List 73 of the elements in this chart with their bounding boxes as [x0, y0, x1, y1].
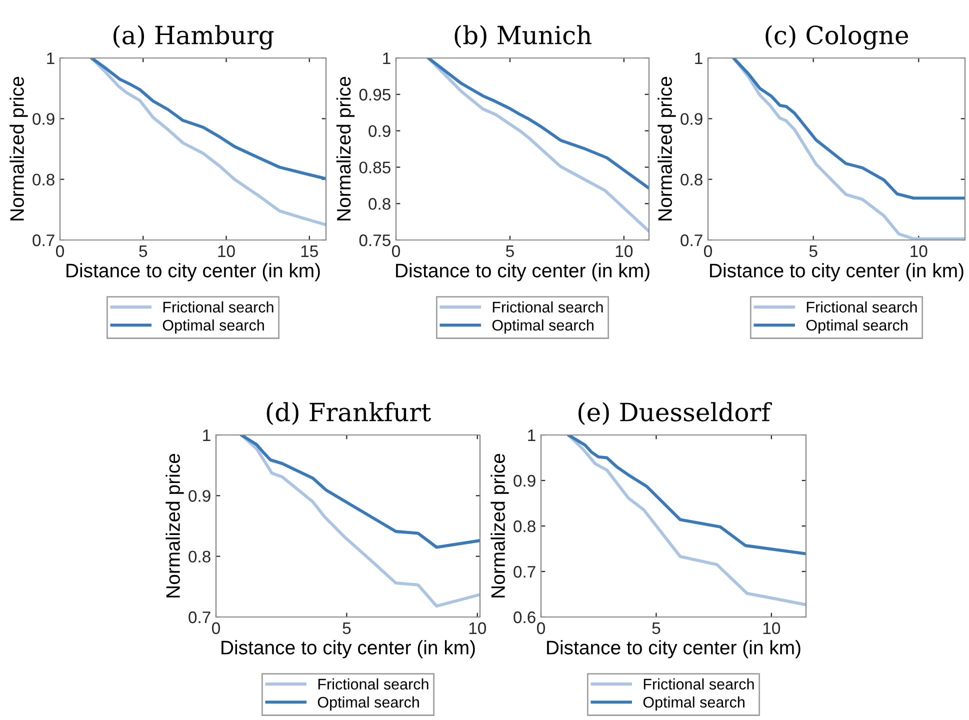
y-tick-label: 0.85 — [359, 162, 390, 174]
line-series — [240, 435, 480, 608]
y-tick-label: 1 — [528, 430, 536, 442]
y-tick-label: 0.8 — [368, 198, 390, 210]
y-tick-label: 0.8 — [32, 174, 54, 186]
y-tick-label: 0.7 — [514, 566, 536, 578]
legend-label: Optimal search — [492, 319, 594, 334]
y-tick-label: 0.7 — [32, 234, 54, 246]
y-axis-title: Normalized price — [10, 76, 28, 220]
y-tick-label: 0.9 — [368, 125, 390, 138]
legend-label: Frictional search — [318, 678, 428, 690]
x-axis-title: Distance to city center (in km) — [222, 640, 475, 658]
chart-title: (a) Hamburg — [114, 25, 274, 50]
line-series — [566, 435, 806, 556]
chart-title: (d) Frankfurt — [266, 402, 431, 426]
line-series — [90, 58, 326, 226]
y-tick-label: 1 — [47, 52, 54, 64]
y-tick-label: 0.6 — [514, 611, 536, 624]
y-axis-title: Normalized price — [166, 454, 184, 598]
y-tick-label: 0.9 — [514, 474, 536, 487]
line-series — [426, 58, 649, 190]
x-tick-label: 0 — [537, 622, 545, 634]
x-tick-label: 5 — [809, 245, 818, 258]
x-tick-label: 15 — [301, 245, 318, 258]
y-tick-label: 0.9 — [188, 490, 210, 502]
line-series — [240, 435, 480, 549]
legend-label: Frictional search — [163, 301, 274, 313]
x-tick-label: 5 — [506, 245, 514, 258]
y-axis-title: Normalized price — [490, 454, 509, 598]
x-axis-title: Distance to city center (in km) — [66, 263, 320, 282]
line-series — [90, 58, 326, 180]
x-tick-label: 10 — [218, 245, 235, 258]
legend-label: Optimal search — [643, 696, 744, 711]
legend-label: Frictional search — [644, 678, 754, 690]
y-tick-label: 0.7 — [188, 611, 210, 624]
legend-label: Optimal search — [162, 319, 264, 334]
y-tick-label: 0.9 — [32, 113, 54, 125]
y-tick-label: 0.8 — [188, 550, 210, 563]
x-tick-label: 0 — [212, 622, 220, 634]
x-axis-title: Distance to city center (in km) — [547, 640, 800, 658]
x-tick-label: 5 — [139, 245, 148, 258]
chart-title: (c) Cologne — [766, 25, 908, 50]
legend-label: Frictional search — [492, 301, 603, 313]
chart-title: (e) Duesseldorf — [578, 402, 772, 426]
y-axis-title: Normalized price — [658, 76, 676, 220]
x-tick-label: 0 — [704, 245, 712, 258]
x-tick-label: 0 — [392, 245, 400, 258]
x-tick-label: 10 — [910, 245, 928, 258]
y-tick-label: 1 — [695, 52, 702, 64]
line-series — [426, 58, 649, 233]
y-tick-label: 0.8 — [514, 520, 536, 532]
line-series — [566, 435, 806, 606]
x-tick-label: 10 — [763, 622, 780, 634]
x-axis-title: Distance to city center (in km) — [710, 263, 964, 282]
x-tick-label: 10 — [469, 622, 486, 634]
y-axis-title: Normalized price — [336, 76, 355, 220]
y-tick-label: 0.7 — [680, 234, 702, 246]
legend-label: Optimal search — [806, 319, 908, 334]
x-tick-label: 5 — [342, 622, 351, 634]
y-tick-label: 1 — [383, 52, 390, 64]
legend-label: Frictional search — [806, 301, 917, 313]
y-tick-label: 0.9 — [680, 113, 702, 125]
x-tick-label: 5 — [652, 622, 660, 634]
y-tick-label: 0.8 — [680, 174, 702, 186]
line-series — [732, 58, 965, 200]
legend-label: Optimal search — [318, 696, 419, 711]
x-tick-label: 0 — [56, 245, 64, 258]
y-tick-label: 0.95 — [359, 88, 390, 101]
x-axis-title: Distance to city center (in km) — [396, 263, 650, 282]
y-tick-label: 0.75 — [359, 234, 390, 246]
y-tick-label: 1 — [203, 430, 210, 442]
x-tick-label: 10 — [616, 245, 633, 258]
chart-title: (b) Munich — [454, 25, 592, 48]
